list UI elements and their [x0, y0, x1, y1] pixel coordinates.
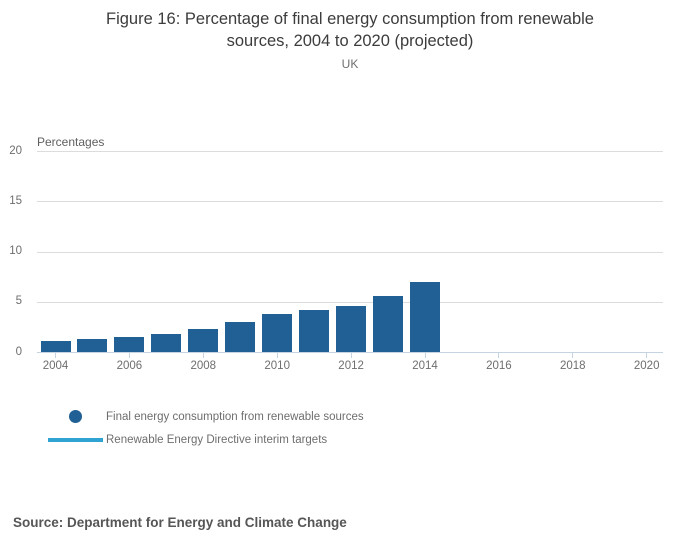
gridline-20	[37, 151, 663, 152]
chart-subtitle: UK	[341, 57, 359, 71]
y-tick-label-5: 5	[15, 295, 22, 308]
x-tick-2020	[646, 352, 648, 358]
legend-item-renewable-consumption: Final energy consumption from renewable …	[48, 405, 364, 428]
source-note: Source: Department for Energy and Climat…	[13, 515, 347, 530]
gridline-15	[37, 201, 663, 203]
x-tick-label-2012: 2012	[338, 360, 364, 372]
x-tick-label-2008: 2008	[190, 360, 217, 372]
x-tick-2008	[202, 352, 204, 358]
x-axis-line	[37, 352, 663, 353]
y-axis-unit-label: Percentages	[37, 135, 105, 149]
legend-label-interim-targets: Renewable Energy Directive interim targe…	[106, 433, 328, 446]
bar-2008	[188, 328, 219, 352]
chart-title: Figure 16: Percentage of final energy co…	[50, 8, 650, 52]
x-tick-2006	[128, 352, 130, 358]
y-tick-label-10: 10	[9, 245, 22, 257]
bar-2009	[225, 321, 256, 352]
x-tick-2004	[55, 352, 56, 358]
chart-title-line2: sources, 2004 to 2020 (projected)	[226, 32, 474, 50]
legend-label-renewable-consumption: Final energy consumption from renewable …	[106, 410, 364, 423]
gridline-5	[37, 301, 663, 303]
circle-marker-icon	[69, 410, 82, 423]
chart-title-line1: Figure 16: Percentage of final energy co…	[106, 10, 594, 28]
x-tick-label-2010: 2010	[264, 360, 290, 372]
y-tick-label-20: 20	[9, 144, 22, 157]
x-tick-2012	[350, 352, 352, 358]
bar-2014	[410, 281, 440, 352]
x-tick-2016	[498, 352, 500, 358]
x-tick-label-2006: 2006	[116, 360, 143, 372]
x-tick-2014	[424, 352, 426, 358]
y-tick-label-15: 15	[9, 194, 22, 207]
bar-2004	[40, 340, 71, 352]
x-tick-label-2018: 2018	[560, 360, 586, 372]
line-marker-icon	[48, 437, 103, 442]
y-tick-label-0: 0	[15, 345, 22, 358]
bar-2007	[151, 333, 182, 352]
x-tick-label-2014: 2014	[412, 360, 438, 372]
x-tick-label-2016: 2016	[486, 360, 512, 372]
x-tick-label-2020: 2020	[633, 360, 660, 372]
bar-2011	[299, 309, 330, 352]
plot-area: Percentages 0 5 10 15 20 2004 2006 2008 2010 201…	[0, 130, 700, 380]
bar-2010	[262, 313, 293, 352]
gridline-10	[37, 251, 663, 253]
bar-2012	[336, 305, 367, 352]
x-tick-label-2004: 2004	[42, 360, 69, 372]
bar-2013	[373, 295, 404, 352]
legend-marker-slot	[48, 410, 103, 423]
x-tick-2010	[276, 352, 278, 358]
bar-2006	[114, 336, 145, 352]
legend: Final energy consumption from renewable …	[48, 405, 364, 451]
x-tick-2018	[572, 352, 574, 358]
legend-item-interim-targets: Renewable Energy Directive interim targe…	[48, 428, 364, 451]
bar-2005	[77, 338, 108, 352]
